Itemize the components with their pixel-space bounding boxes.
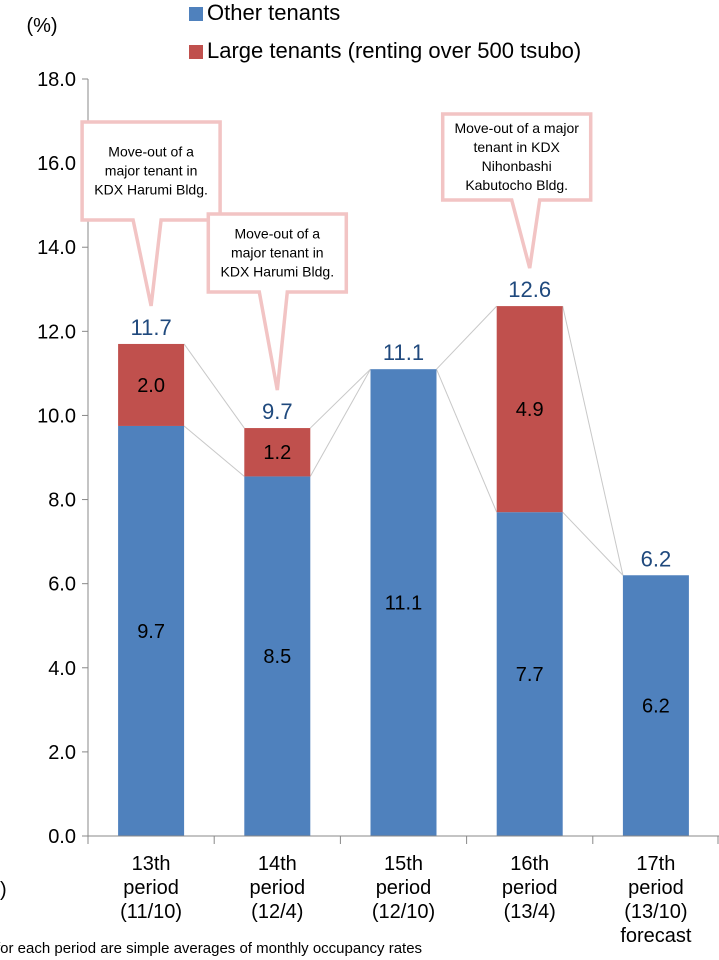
bar-large-tenants [244, 428, 311, 477]
x-tick-label: 14th [258, 853, 297, 875]
connector-line-total [562, 305, 624, 576]
callout-bubble [206, 212, 349, 391]
x-tick-label: 13th [132, 853, 171, 875]
x-tick-label: period [628, 877, 684, 899]
callout-text-line: tenant in KDX [474, 139, 561, 155]
data-label-other-tenants: 6.2 [642, 696, 670, 718]
x-tick-label: period [249, 877, 305, 899]
x-tick-label: period [502, 877, 558, 899]
x-tick-label: 16th [510, 853, 549, 875]
bar-other-tenants [622, 575, 689, 836]
connector-line-total [309, 368, 371, 429]
bar-large-tenants [118, 343, 185, 426]
data-label-total: 11.7 [131, 315, 172, 340]
callout-bubble [440, 112, 593, 269]
legend-swatch [189, 7, 203, 21]
x-tick-label: (13/4) [504, 901, 556, 923]
y-tick-label: 14.0 [37, 237, 76, 259]
x-tick-label: (11/10) [120, 901, 182, 923]
data-label-other-tenants: 8.5 [263, 646, 291, 668]
callout-text-line: Move-out of a [234, 226, 320, 242]
bar-other-tenants [244, 476, 311, 836]
connector-line-boundary [562, 511, 624, 576]
x-tick-label: period [123, 877, 179, 899]
callout-text-line: KDX Harumi Bldg. [94, 182, 208, 198]
bar-other-tenants [118, 425, 185, 836]
connector-line-total [436, 305, 498, 370]
data-label-other-tenants: 7.7 [516, 664, 544, 686]
callout-text-line: major tenant in [231, 245, 324, 261]
x-tick-label: 15th [384, 853, 423, 875]
x-tick-label: period [376, 877, 432, 899]
x-tick-label: 17th [636, 853, 675, 875]
y-axis-unit-label: (%) [26, 15, 57, 37]
data-label-other-tenants: 9.7 [137, 621, 165, 643]
callout-text-line: major tenant in [105, 163, 198, 179]
data-label-other-tenants: 11.1 [385, 593, 422, 615]
data-label-total: 11.1 [383, 340, 424, 365]
callout-text-line: Kabutocho Bldg. [465, 177, 568, 193]
data-label-large-tenants: 2.0 [137, 375, 165, 397]
x-tick-label: (12/4) [251, 901, 303, 923]
y-tick-label: 2.0 [48, 742, 76, 764]
bars [118, 306, 689, 836]
y-tick-label: 18.0 [37, 69, 76, 91]
y-tick-label: 10.0 [37, 405, 76, 427]
legend-swatch [189, 45, 203, 59]
data-label-total: 9.7 [262, 399, 293, 424]
data-label-large-tenants: 1.2 [263, 442, 291, 464]
callouts: Move-out of a major tenant in KDX Harumi B… [80, 112, 593, 391]
bar-other-tenants [496, 512, 563, 836]
y-tick-label: 4.0 [48, 658, 76, 680]
connector-line-boundary [309, 368, 371, 477]
legend-label: Large tenants (renting over 500 tsubo) [207, 38, 581, 63]
legend: Other tenants Large tenants (renting over… [189, 0, 581, 63]
x-tick-label: forecast [620, 925, 692, 947]
y-tick-label: 8.0 [48, 490, 76, 512]
x-tick-label: (13/10) [624, 901, 687, 923]
bar-other-tenants [370, 369, 437, 836]
callout-bubble [80, 120, 222, 307]
x-tick-label: (12/10) [372, 901, 435, 923]
callout-text-line: Move-out of a major [454, 120, 579, 136]
footnote: for each period are simple averages of m… [0, 940, 422, 957]
connector-lines [183, 305, 624, 576]
callout-text-line: KDX Harumi Bldg. [221, 264, 335, 280]
data-labels: 9.72.011.713thperiod(11/10)8.51.29.714th… [120, 277, 692, 947]
callout-text-line: Nihonbashi [482, 158, 552, 174]
y-tick-label: 6.0 [48, 574, 76, 596]
data-label-large-tenants: 4.9 [516, 399, 544, 421]
bar-large-tenants [496, 306, 563, 513]
connector-line-total [183, 343, 245, 429]
y-tick-label: 0.0 [48, 826, 76, 848]
data-label-total: 6.2 [641, 546, 672, 571]
y-tick-label: 16.0 [37, 153, 76, 175]
connector-line-boundary [183, 425, 245, 477]
legend-label: Other tenants [207, 0, 340, 25]
axes: 0.0 2.0 4.0 6.0 8.0 10.0 12.0 14.0 16.0 18.0 [37, 69, 719, 848]
callout-text-line: Move-out of a [108, 144, 194, 160]
data-label-total: 12.6 [508, 277, 551, 302]
edge-text-left: ) [0, 879, 7, 901]
y-tick-label: 12.0 [37, 321, 76, 343]
connector-line-boundary [436, 368, 498, 513]
